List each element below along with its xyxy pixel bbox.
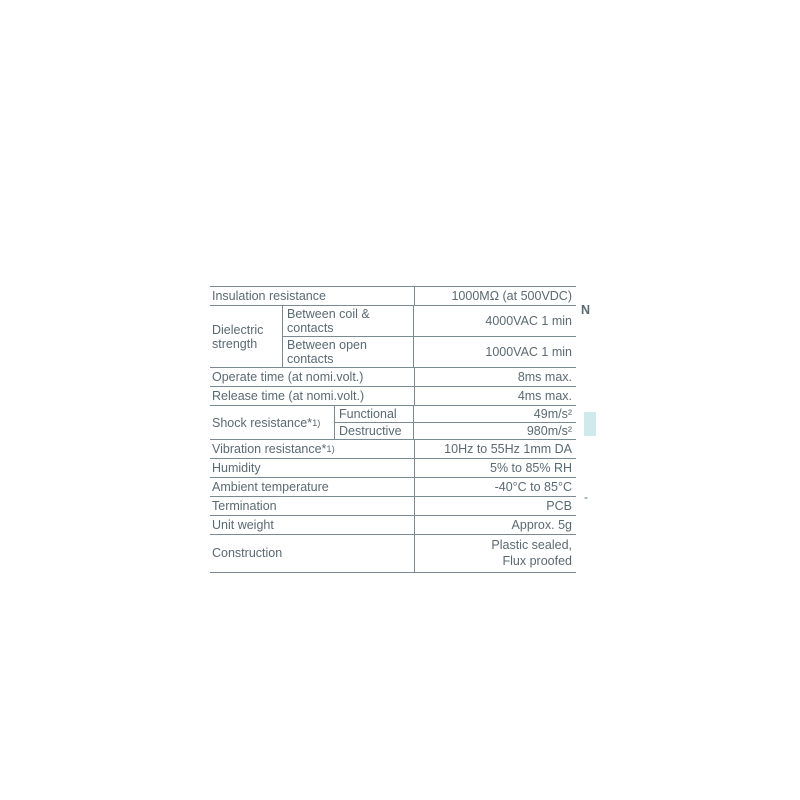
label-shock-text: Shock resistance* [212, 416, 312, 430]
label-shock-destructive: Destructive [335, 422, 413, 439]
value-construction-line2: Flux proofed [503, 553, 572, 569]
value-ambient-temp: -40°C to 85°C [414, 478, 576, 496]
edge-accent-box [584, 412, 596, 436]
value-release-time: 4ms max. [414, 387, 576, 405]
value-insulation: 1000MΩ (at 500VDC) [414, 287, 576, 305]
label-dielectric-coil: Between coil & contacts [283, 306, 413, 336]
row-release-time: Release time (at nomi.volt.) 4ms max. [210, 386, 576, 405]
spec-table: Insulation resistance 1000MΩ (at 500VDC)… [210, 286, 576, 573]
value-humidity: 5% to 85% RH [414, 459, 576, 477]
value-construction: Plastic sealed, Flux proofed [414, 535, 576, 572]
label-vibration: Vibration resistance*1) [210, 440, 414, 458]
label-humidity: Humidity [210, 459, 414, 477]
label-insulation: Insulation resistance [210, 287, 414, 305]
shock-values: 49m/s² 980m/s² [413, 406, 576, 439]
value-termination: PCB [414, 497, 576, 515]
row-operate-time: Operate time (at nomi.volt.) 8ms max. [210, 367, 576, 386]
value-unit-weight: Approx. 5g [414, 516, 576, 534]
label-ambient-temp: Ambient temperature [210, 478, 414, 496]
row-humidity: Humidity 5% to 85% RH [210, 458, 576, 477]
row-shock: Shock resistance*1) Functional Destructi… [210, 405, 576, 439]
dielectric-subgroup: Between coil & contacts Between open con… [282, 306, 413, 367]
value-operate-time: 8ms max. [414, 368, 576, 386]
label-shock: Shock resistance*1) [210, 406, 334, 439]
label-unit-weight: Unit weight [210, 516, 414, 534]
value-shock-destructive: 980m/s² [414, 422, 576, 439]
value-shock-functional: 49m/s² [414, 406, 576, 422]
label-termination: Termination [210, 497, 414, 515]
label-release-time: Release time (at nomi.volt.) [210, 387, 414, 405]
row-construction: Construction Plastic sealed, Flux proofe… [210, 534, 576, 573]
row-insulation: Insulation resistance 1000MΩ (at 500VDC) [210, 286, 576, 305]
label-construction: Construction [210, 535, 414, 572]
label-operate-time: Operate time (at nomi.volt.) [210, 368, 414, 386]
label-vibration-text: Vibration resistance* [212, 442, 326, 456]
value-construction-line1: Plastic sealed, [491, 537, 572, 553]
row-ambient-temp: Ambient temperature -40°C to 85°C [210, 477, 576, 496]
row-vibration: Vibration resistance*1) 10Hz to 55Hz 1mm… [210, 439, 576, 458]
row-termination: Termination PCB [210, 496, 576, 515]
edge-char: N [581, 303, 590, 317]
row-unit-weight: Unit weight Approx. 5g [210, 515, 576, 534]
shock-subgroup: Functional Destructive [334, 406, 413, 439]
value-dielectric-open: 1000VAC 1 min [414, 336, 576, 367]
edge-dash: - [584, 490, 588, 504]
row-dielectric: Dielectric strength Between coil & conta… [210, 305, 576, 367]
value-dielectric-coil: 4000VAC 1 min [414, 306, 576, 336]
label-dielectric: Dielectric strength [210, 306, 282, 367]
label-dielectric-open: Between open contacts [283, 336, 413, 367]
label-shock-functional: Functional [335, 406, 413, 422]
dielectric-values: 4000VAC 1 min 1000VAC 1 min [413, 306, 576, 367]
value-vibration: 10Hz to 55Hz 1mm DA [414, 440, 576, 458]
